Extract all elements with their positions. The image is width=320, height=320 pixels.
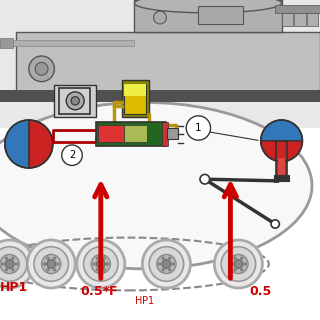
Polygon shape [0, 38, 13, 48]
Circle shape [103, 268, 105, 271]
Bar [59, 88, 90, 114]
Bar [122, 80, 149, 117]
Circle shape [158, 263, 161, 265]
Circle shape [149, 247, 184, 281]
Circle shape [157, 254, 176, 274]
Circle shape [186, 116, 211, 140]
Bar [98, 125, 124, 142]
Bar [124, 125, 147, 142]
Text: $\mathbf{0.5{*}F}$: $\mathbf{0.5{*}F}$ [80, 284, 118, 298]
Circle shape [97, 260, 105, 268]
Circle shape [230, 263, 233, 265]
Bar [96, 122, 166, 146]
Circle shape [142, 240, 190, 288]
Circle shape [96, 257, 99, 260]
Circle shape [169, 257, 171, 260]
Circle shape [221, 247, 256, 281]
Circle shape [12, 257, 14, 260]
Circle shape [229, 254, 248, 274]
Circle shape [241, 257, 243, 260]
Circle shape [106, 263, 109, 265]
Circle shape [15, 263, 18, 265]
Polygon shape [16, 32, 320, 96]
Wedge shape [5, 120, 29, 168]
Circle shape [5, 257, 7, 260]
Circle shape [47, 268, 49, 271]
Bar [167, 128, 178, 139]
Bar [275, 5, 320, 13]
Polygon shape [0, 40, 134, 46]
Circle shape [234, 268, 236, 271]
Circle shape [66, 92, 84, 110]
Circle shape [42, 254, 61, 274]
Circle shape [12, 268, 14, 271]
Circle shape [271, 220, 279, 228]
Polygon shape [134, 0, 282, 32]
Circle shape [241, 268, 243, 271]
Bar [282, 13, 293, 26]
Bar [198, 6, 243, 24]
Circle shape [234, 257, 236, 260]
Bar [0, 90, 320, 102]
Circle shape [57, 263, 59, 265]
Circle shape [35, 62, 48, 75]
Circle shape [214, 240, 262, 288]
Wedge shape [29, 120, 53, 168]
Bar [274, 175, 289, 181]
Circle shape [91, 254, 110, 274]
Bar [124, 84, 146, 96]
Wedge shape [261, 141, 302, 162]
Circle shape [2, 263, 4, 265]
Circle shape [93, 263, 95, 265]
Bar [276, 141, 287, 181]
Circle shape [62, 145, 82, 165]
Circle shape [77, 240, 125, 288]
Ellipse shape [134, 0, 282, 13]
Bar [307, 13, 318, 26]
Circle shape [172, 263, 174, 265]
Circle shape [244, 263, 246, 265]
Circle shape [169, 268, 171, 271]
Circle shape [162, 257, 164, 260]
Bar [162, 122, 168, 146]
Circle shape [34, 247, 68, 281]
Circle shape [47, 260, 56, 268]
Circle shape [162, 260, 171, 268]
Circle shape [43, 263, 46, 265]
Circle shape [103, 257, 105, 260]
Bar [294, 13, 306, 26]
Bar [278, 158, 285, 178]
Circle shape [29, 56, 54, 82]
Circle shape [0, 254, 19, 274]
Polygon shape [0, 0, 320, 128]
Bar [54, 85, 96, 117]
Circle shape [47, 257, 49, 260]
Circle shape [162, 268, 164, 271]
Circle shape [5, 260, 14, 268]
Circle shape [84, 247, 118, 281]
Circle shape [53, 257, 56, 260]
Circle shape [27, 240, 75, 288]
Text: 0.5: 0.5 [250, 284, 272, 298]
Circle shape [5, 268, 7, 271]
Text: $\mathrm{HP1}$: $\mathrm{HP1}$ [134, 294, 155, 306]
Circle shape [0, 247, 27, 281]
Wedge shape [261, 120, 302, 141]
Circle shape [71, 97, 79, 105]
Text: HP1: HP1 [0, 281, 28, 294]
Text: 1: 1 [195, 123, 202, 133]
Ellipse shape [0, 102, 312, 269]
Circle shape [154, 11, 166, 24]
Bar [124, 84, 146, 114]
Circle shape [200, 174, 210, 184]
Circle shape [96, 268, 99, 271]
Text: 2: 2 [69, 150, 75, 160]
Circle shape [234, 260, 243, 268]
Circle shape [0, 240, 34, 288]
Circle shape [53, 268, 56, 271]
